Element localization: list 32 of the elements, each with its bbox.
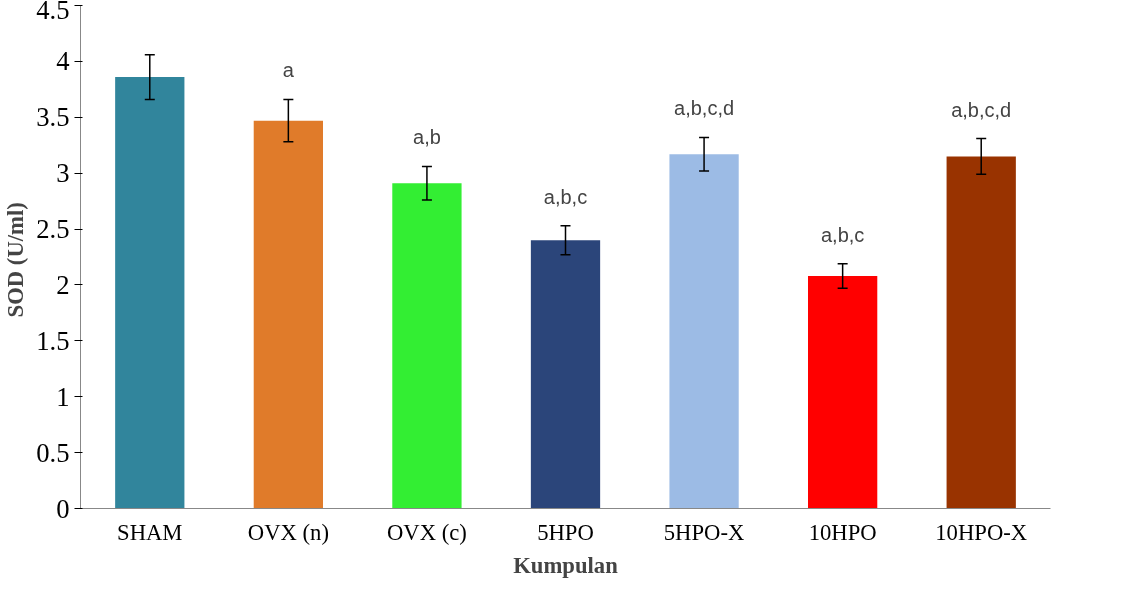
- y-tick-label: 1.5: [36, 325, 70, 356]
- y-tick-label: 4: [56, 46, 70, 77]
- y-tick-label: 4.5: [36, 0, 70, 25]
- bar: [946, 156, 1016, 509]
- bar: [530, 240, 601, 509]
- y-tick-label: 3: [56, 158, 70, 189]
- y-tick-label: 1: [56, 381, 70, 412]
- x-tick-label: 5HPO-X: [663, 519, 745, 545]
- annotation: a,b,c,d: [951, 98, 1012, 121]
- annotation: a,b: [413, 126, 441, 149]
- y-tick-label: 0: [56, 493, 70, 524]
- bar: [808, 276, 878, 509]
- y-tick-label: 2: [56, 269, 70, 300]
- annotation: a,b,c,d: [674, 97, 735, 120]
- x-tick-label: 10HPO-X: [935, 519, 1028, 545]
- x-tick-label: 5HPO: [537, 519, 594, 545]
- y-tick-label: 2.5: [36, 214, 70, 245]
- bar: [669, 154, 739, 509]
- bar: [253, 120, 323, 509]
- y-axis-title: SOD (U/ml): [3, 202, 29, 318]
- annotation: a,b,c: [543, 185, 588, 208]
- x-tick-label: SHAM: [117, 519, 183, 545]
- y-tick-label: 3.5: [36, 102, 70, 133]
- bar: [392, 183, 462, 509]
- y-tick-label: 0.5: [36, 437, 70, 468]
- bar: [115, 77, 185, 509]
- x-axis-title: Kumpulan: [513, 552, 619, 578]
- x-tick-label: OVX (c): [386, 519, 467, 545]
- annotation: a,b,c: [820, 223, 865, 246]
- annotation: a: [282, 59, 295, 82]
- x-tick-label: OVX (n): [247, 519, 329, 545]
- x-tick-label: 10HPO: [808, 519, 877, 545]
